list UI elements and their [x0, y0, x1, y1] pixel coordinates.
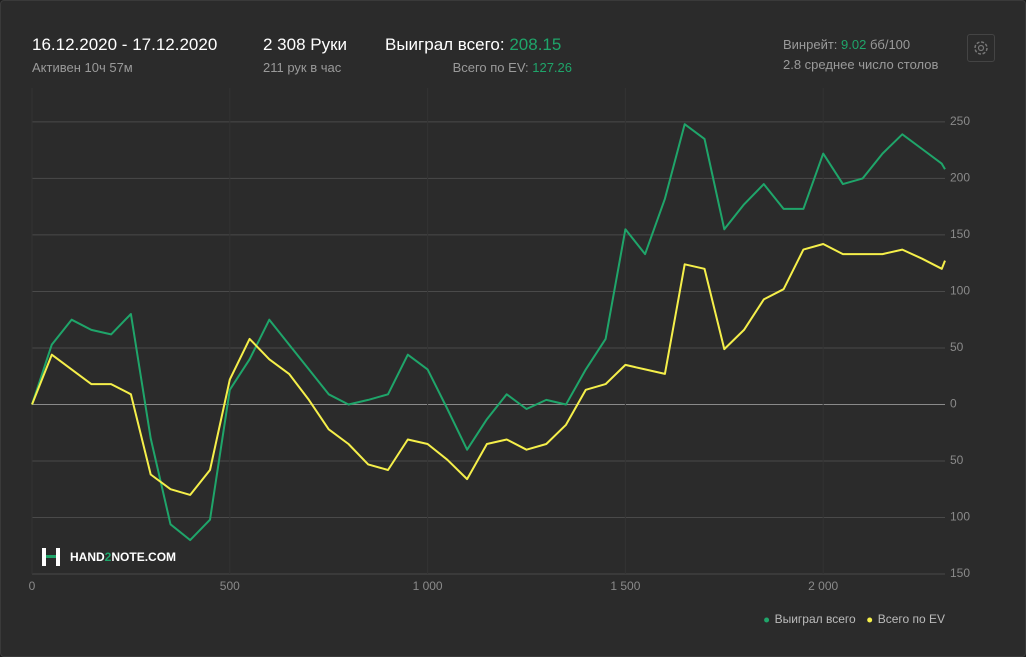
grid — [31, 88, 945, 575]
legend-label: Выиграл всего — [775, 612, 856, 626]
legend-marker — [764, 617, 770, 623]
y-tick-label: 50 — [950, 340, 964, 354]
winrate-value: 9.02 — [841, 37, 867, 52]
logo-text: HAND2NOTE.COM — [70, 550, 176, 564]
y-tick-label: 100 — [950, 284, 970, 298]
series-line — [31, 123, 946, 542]
x-tick-label: 1 000 — [413, 579, 443, 593]
active-time: Активен 10ч 57м — [32, 60, 133, 75]
winrate: Винрейт: 9.02 бб/100 — [783, 37, 910, 52]
winrate-label: Винрейт: — [783, 37, 842, 52]
x-tick-label: 500 — [220, 579, 240, 593]
y-tick-label: 250 — [950, 114, 970, 128]
series-line — [31, 243, 946, 496]
date-range: 16.12.2020 - 17.12.2020 — [32, 35, 218, 54]
logo: HAND2NOTE.COM — [42, 548, 176, 566]
ev-value: 127.26 — [532, 60, 572, 75]
hands: 2 308 Руки — [263, 35, 348, 54]
y-tick-label: 100 — [950, 510, 970, 524]
won-total: Выиграл всего: 208.15 — [385, 35, 561, 55]
ev-label: Всего по EV: — [452, 60, 533, 75]
x-tick-label: 2 000 — [808, 579, 838, 593]
ev-total: Всего по EV: 127.26 — [453, 60, 572, 75]
logo-part: 2 — [105, 550, 112, 564]
legend-marker — [867, 617, 873, 623]
y-tick-label: 0 — [950, 397, 957, 411]
tables: 2.8 среднее число столов — [783, 57, 939, 72]
x-tick-label: 1 500 — [610, 579, 640, 593]
logo-part: NOTE.COM — [111, 550, 176, 564]
y-tick-label: 150 — [950, 566, 970, 580]
y-tick-label: 150 — [950, 227, 970, 241]
settings-button[interactable] — [967, 34, 995, 62]
gear-icon — [974, 41, 988, 55]
logo-part: HAND — [70, 550, 105, 564]
won-label: Выиграл всего: — [385, 35, 510, 54]
hands-per-hour: 211 рук в час — [263, 60, 342, 75]
x-tick-label: 0 — [29, 579, 36, 593]
y-tick-label: 50 — [950, 453, 964, 467]
y-tick-label: 200 — [950, 171, 970, 185]
winrate-unit: бб/100 — [866, 37, 911, 52]
legend-label: Всего по EV — [878, 612, 945, 626]
won-value: 208.15 — [509, 35, 562, 54]
